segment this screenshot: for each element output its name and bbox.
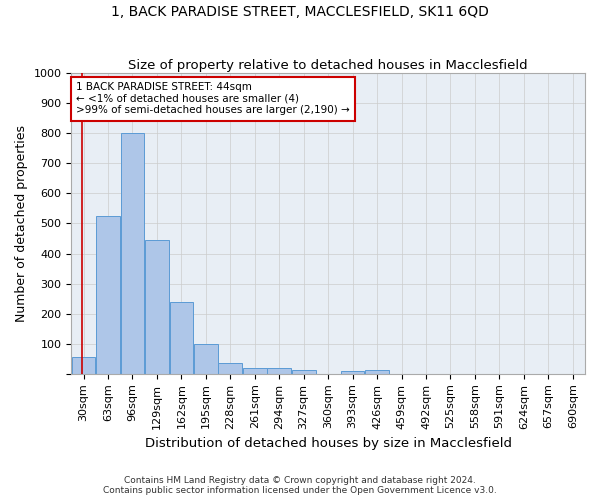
Bar bbox=[145, 240, 169, 374]
Title: Size of property relative to detached houses in Macclesfield: Size of property relative to detached ho… bbox=[128, 59, 528, 72]
Text: Contains HM Land Registry data © Crown copyright and database right 2024.
Contai: Contains HM Land Registry data © Crown c… bbox=[103, 476, 497, 495]
Bar bbox=[194, 344, 218, 374]
Bar bbox=[341, 372, 364, 374]
Bar bbox=[365, 370, 389, 374]
Text: 1, BACK PARADISE STREET, MACCLESFIELD, SK11 6QD: 1, BACK PARADISE STREET, MACCLESFIELD, S… bbox=[111, 5, 489, 19]
Text: 1 BACK PARADISE STREET: 44sqm
← <1% of detached houses are smaller (4)
>99% of s: 1 BACK PARADISE STREET: 44sqm ← <1% of d… bbox=[76, 82, 350, 116]
Y-axis label: Number of detached properties: Number of detached properties bbox=[15, 125, 28, 322]
Bar bbox=[170, 302, 193, 374]
Bar bbox=[71, 358, 95, 374]
Bar bbox=[268, 368, 291, 374]
Bar bbox=[121, 134, 144, 374]
Bar bbox=[218, 364, 242, 374]
Bar bbox=[292, 370, 316, 374]
Bar bbox=[96, 216, 120, 374]
Bar bbox=[243, 368, 266, 374]
X-axis label: Distribution of detached houses by size in Macclesfield: Distribution of detached houses by size … bbox=[145, 437, 512, 450]
